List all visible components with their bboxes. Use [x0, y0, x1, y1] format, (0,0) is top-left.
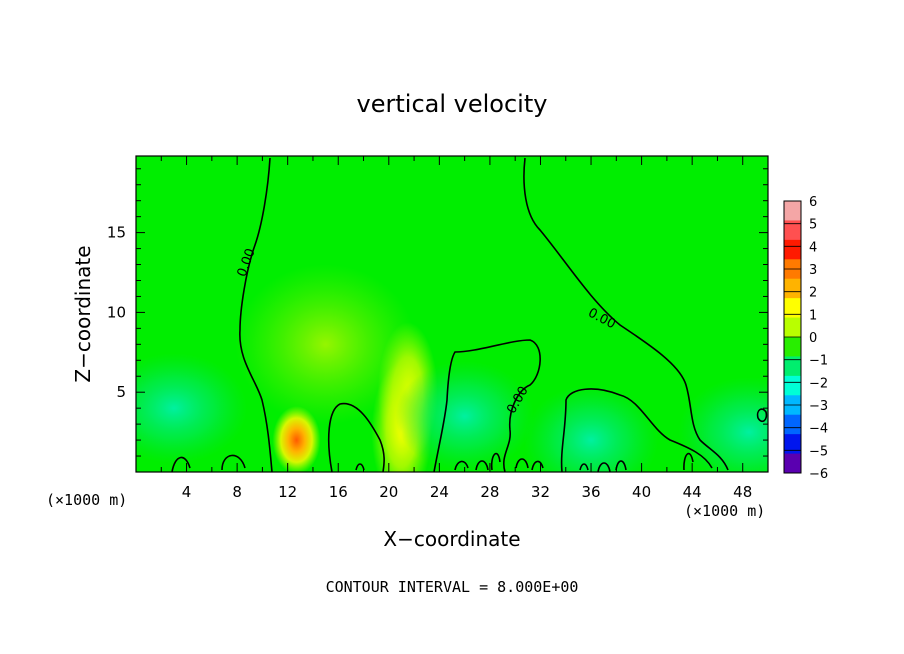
- colorbar-label: −2: [809, 376, 828, 391]
- field-feature-downdraft-5: [395, 361, 535, 472]
- x-tick-label: 12: [278, 483, 297, 501]
- x-tick-label: 48: [733, 483, 752, 501]
- x-tick-label: 36: [581, 483, 600, 501]
- colorbar-label: −3: [809, 399, 828, 414]
- contour-line-ripples: [355, 452, 694, 472]
- contour-line-small-left: [171, 456, 191, 472]
- colorbar-swatch: [784, 220, 801, 241]
- colorbar-label: 2: [809, 286, 817, 301]
- x-tick-label: 40: [632, 483, 651, 501]
- x-tick-label: 4: [182, 483, 192, 501]
- colorbar-swatch: [784, 434, 801, 455]
- contour-lines: [171, 157, 768, 472]
- colorbar-swatch: [784, 201, 801, 221]
- field-feature-updraft-2: [235, 264, 416, 425]
- colorbar-label: −5: [809, 444, 828, 459]
- colorbar-swatch: [784, 453, 801, 474]
- colorbar-swatch: [784, 375, 801, 396]
- x-tick-label: 16: [329, 483, 348, 501]
- y-tick-label: 5: [116, 383, 126, 401]
- colorbar-swatch: [784, 414, 801, 435]
- y-axis-label: Z−coordinate: [71, 245, 95, 382]
- contour-interval-note: CONTOUR INTERVAL = 8.000E+00: [326, 578, 579, 596]
- contour-line-small-right: [756, 408, 768, 423]
- x-tick-label: 20: [379, 483, 398, 501]
- colorbar-label: 5: [809, 218, 817, 233]
- chart-title: vertical velocity: [357, 90, 548, 118]
- x-tick-label: 24: [430, 483, 449, 501]
- colorbar-swatch: [784, 356, 801, 377]
- colorbar-swatch: [784, 317, 801, 338]
- x-tick-label: 44: [683, 483, 702, 501]
- field-feature-downdraft-6: [524, 385, 659, 472]
- contour-line-zero-right: [523, 157, 729, 471]
- field-features: [136, 264, 768, 472]
- x-tick-label: 32: [531, 483, 550, 501]
- colorbar-swatch: [784, 239, 801, 260]
- x-tick-label: 28: [480, 483, 499, 501]
- colorbar: 6 5 4 3 2 1 0 −1 −2 −3 −4 −5 −6: [783, 195, 828, 482]
- plot-area: 0.00 0.00 0.00: [136, 156, 768, 472]
- x-unit-label-left: (×1000 m): [46, 491, 127, 509]
- axis-ticks: [136, 156, 769, 472]
- colorbar-label: 1: [809, 308, 817, 323]
- plot-frame: [135, 155, 769, 473]
- colorbar-label: −4: [809, 422, 828, 437]
- colorbar-label: 0: [809, 331, 817, 346]
- field-feature-downdraft-7: [678, 377, 768, 472]
- y-tick-label: 15: [107, 224, 126, 242]
- y-tick-label: 10: [107, 303, 126, 321]
- x-tick-label: 8: [232, 483, 242, 501]
- contour-line-mid-lobe: [327, 402, 385, 472]
- colorbar-label: −6: [809, 467, 828, 482]
- x-unit-label-right: (×1000 m): [684, 502, 765, 520]
- colorbar-label: 6: [809, 195, 817, 210]
- colorbar-swatch: [784, 278, 801, 299]
- colorbar-swatch: [784, 337, 801, 357]
- colorbar-label: 3: [809, 263, 817, 278]
- contour-line-center-lobe: [433, 339, 541, 472]
- contour-line-zero-left: [239, 157, 273, 472]
- colorbar-swatch: [784, 298, 801, 319]
- y-tick-labels: 5 10 15: [107, 224, 126, 402]
- field-feature-downdraft-4: [136, 353, 247, 464]
- colorbar-label: 4: [809, 240, 817, 255]
- x-axis-label: X−coordinate: [383, 527, 520, 551]
- x-tick-labels: 4 8 12 16 20 24 28 32 36 40 44 48: [182, 483, 752, 501]
- contour-line-small-left-2: [221, 454, 246, 471]
- contour-line-right-lobe: [560, 388, 713, 472]
- colorbar-label: −1: [809, 354, 828, 369]
